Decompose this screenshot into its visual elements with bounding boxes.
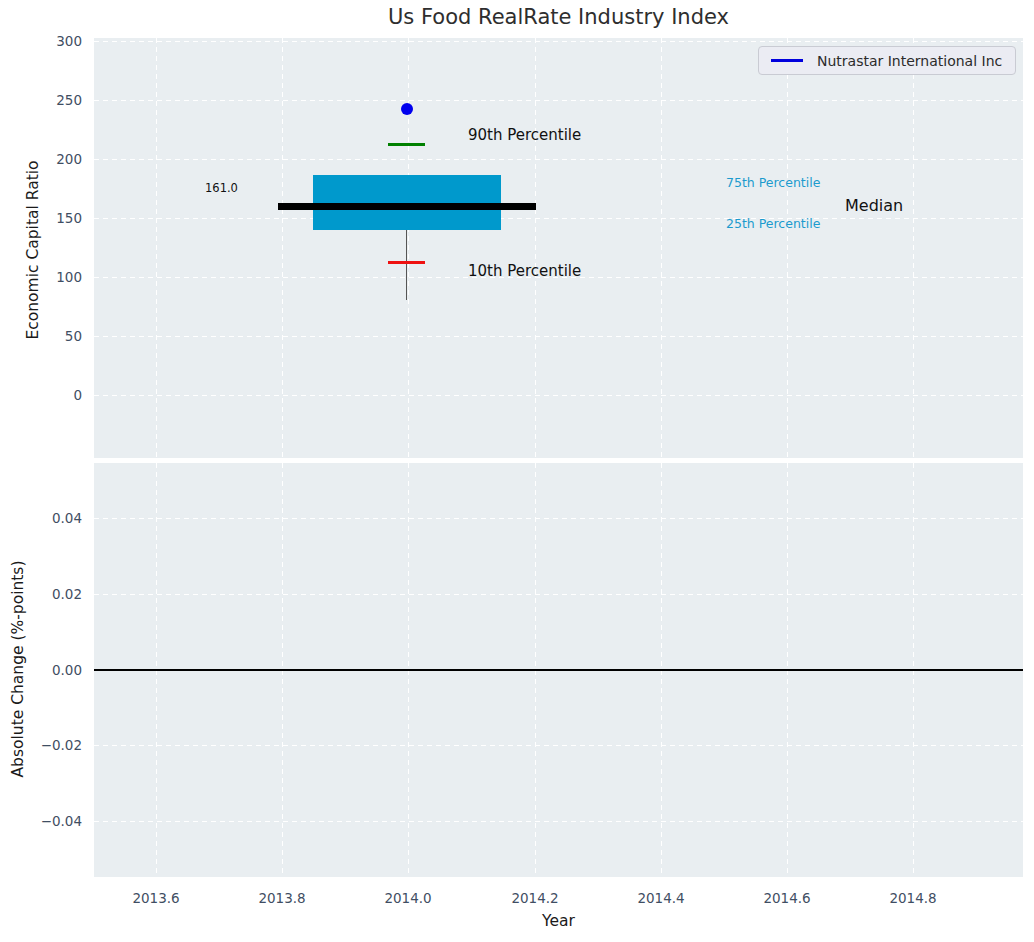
x-axis-label: Year: [94, 912, 1023, 930]
legend-line-sample-icon: [771, 59, 803, 62]
figure: Us Food RealRate Industry Index 161.0 90…: [0, 0, 1034, 942]
y-axis-label-top: Economic Capital Ratio: [24, 160, 42, 339]
gridline-h: [94, 159, 1023, 160]
gridline-h: [94, 100, 1023, 101]
gridline-h: [94, 594, 1023, 595]
gridline-h: [94, 336, 1023, 337]
bottom-plot-area: [94, 463, 1023, 877]
gridline-h: [94, 745, 1023, 746]
zero-reference-line: [94, 669, 1023, 671]
ytick-label: 300: [0, 32, 82, 50]
gridline-h: [94, 518, 1023, 519]
gridline-h: [94, 218, 1023, 219]
gridline-h: [94, 395, 1023, 396]
legend: Nutrastar International Inc: [758, 46, 1016, 75]
p90-cap: [388, 143, 425, 146]
ytick-label: 0.04: [0, 509, 82, 527]
gridline-h: [94, 821, 1023, 822]
top-plot-area: 161.0 90th Percentile 10th Percentile 75…: [94, 38, 1023, 458]
median-value-label: 161.0: [205, 181, 238, 195]
y-axis-label-bottom: Absolute Change (%-points): [9, 561, 27, 778]
xtick-label: 2014.2: [495, 889, 575, 907]
annotation-10th-percentile: 10th Percentile: [468, 262, 581, 280]
ytick-label: 250: [0, 91, 82, 109]
xtick-label: 2014.6: [747, 889, 827, 907]
xtick-label: 2013.6: [116, 889, 196, 907]
chart-title: Us Food RealRate Industry Index: [94, 5, 1023, 29]
annotation-median: Median: [845, 196, 903, 215]
xtick-label: 2014.0: [368, 889, 448, 907]
legend-label: Nutrastar International Inc: [817, 53, 1002, 69]
gridline-h: [94, 41, 1023, 42]
annotation-90th-percentile: 90th Percentile: [468, 126, 581, 144]
ytick-label: −0.04: [0, 812, 82, 830]
p10-cap: [388, 261, 425, 264]
xtick-label: 2014.8: [873, 889, 953, 907]
median-line: [278, 203, 536, 210]
ytick-label: 0: [0, 386, 82, 404]
xtick-label: 2013.8: [242, 889, 322, 907]
company-point: [401, 103, 413, 115]
annotation-75th-percentile: 75th Percentile: [726, 175, 820, 190]
annotation-25th-percentile: 25th Percentile: [726, 216, 820, 231]
xtick-label: 2014.4: [621, 889, 701, 907]
